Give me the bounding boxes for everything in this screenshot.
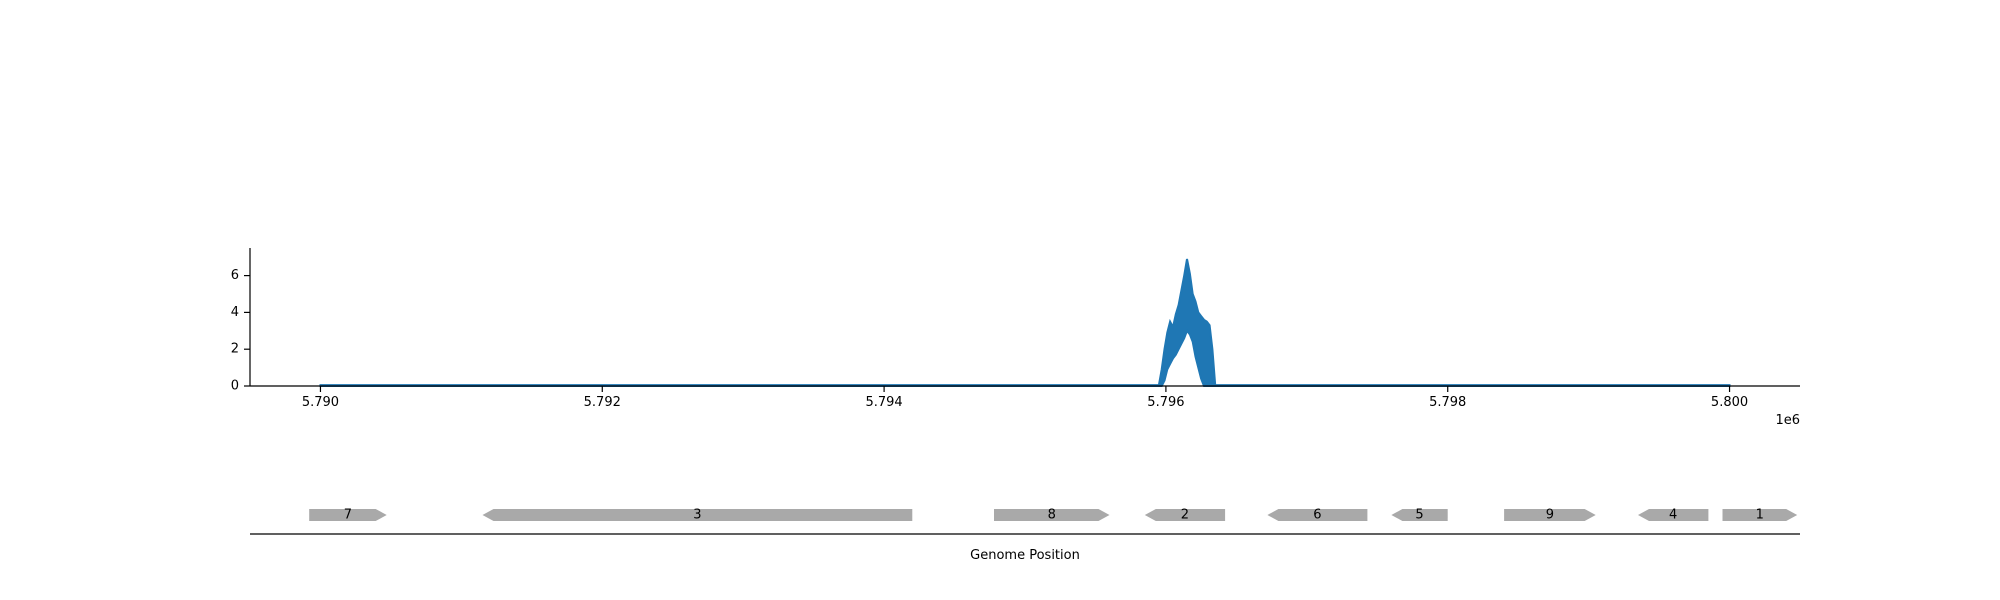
x-ticks: 5.790 5.792 5.794 5.796 5.798 5.800 <box>302 386 1748 410</box>
gene-label: 5 <box>1415 508 1423 523</box>
x-tick-label: 5.798 <box>1429 395 1466 410</box>
x-axis-label: Genome Position <box>970 548 1080 563</box>
x-tick-label: 5.800 <box>1711 395 1748 410</box>
gene-6 <box>1267 509 1368 521</box>
gene-label: 6 <box>1313 508 1321 523</box>
gene-label: 1 <box>1756 508 1764 523</box>
gene-1 <box>1722 509 1798 521</box>
x-tick-label: 5.792 <box>584 395 621 410</box>
y-ticks: 0 2 4 6 <box>231 268 250 394</box>
x-tick-label: 5.790 <box>302 395 339 410</box>
genes: 7 3 8 2 6 5 9 4 1 <box>309 508 1798 523</box>
gene-4 <box>1638 509 1709 521</box>
gene-2 <box>1144 509 1226 521</box>
gene-5 <box>1391 509 1448 521</box>
x-tick-label: 5.794 <box>865 395 902 410</box>
gene-label: 7 <box>344 508 352 523</box>
gene-label: 8 <box>1048 508 1056 523</box>
x-offset-label: 1e6 <box>1775 413 1800 428</box>
coverage-panel: 0 2 4 6 5.790 5.792 5.794 5.796 5.798 5.800 1e6 <box>231 248 1800 428</box>
gene-label: 2 <box>1181 508 1189 523</box>
x-tick-label: 5.796 <box>1147 395 1184 410</box>
y-tick-label: 2 <box>231 342 239 357</box>
y-tick-label: 0 <box>231 379 239 394</box>
y-tick-label: 4 <box>231 305 239 320</box>
gene-7 <box>309 509 387 521</box>
y-tick-label: 6 <box>231 268 239 283</box>
gene-3 <box>482 509 913 521</box>
gene-8 <box>994 509 1110 521</box>
gene-9 <box>1504 509 1596 521</box>
gene-label: 9 <box>1546 508 1554 523</box>
coverage-area <box>319 258 1731 387</box>
gene-track-panel: 7 3 8 2 6 5 9 4 1 Genome Position <box>250 508 1800 563</box>
gene-label: 3 <box>693 508 701 523</box>
gene-label: 4 <box>1669 508 1677 523</box>
coverage-series-0 <box>319 258 1731 387</box>
